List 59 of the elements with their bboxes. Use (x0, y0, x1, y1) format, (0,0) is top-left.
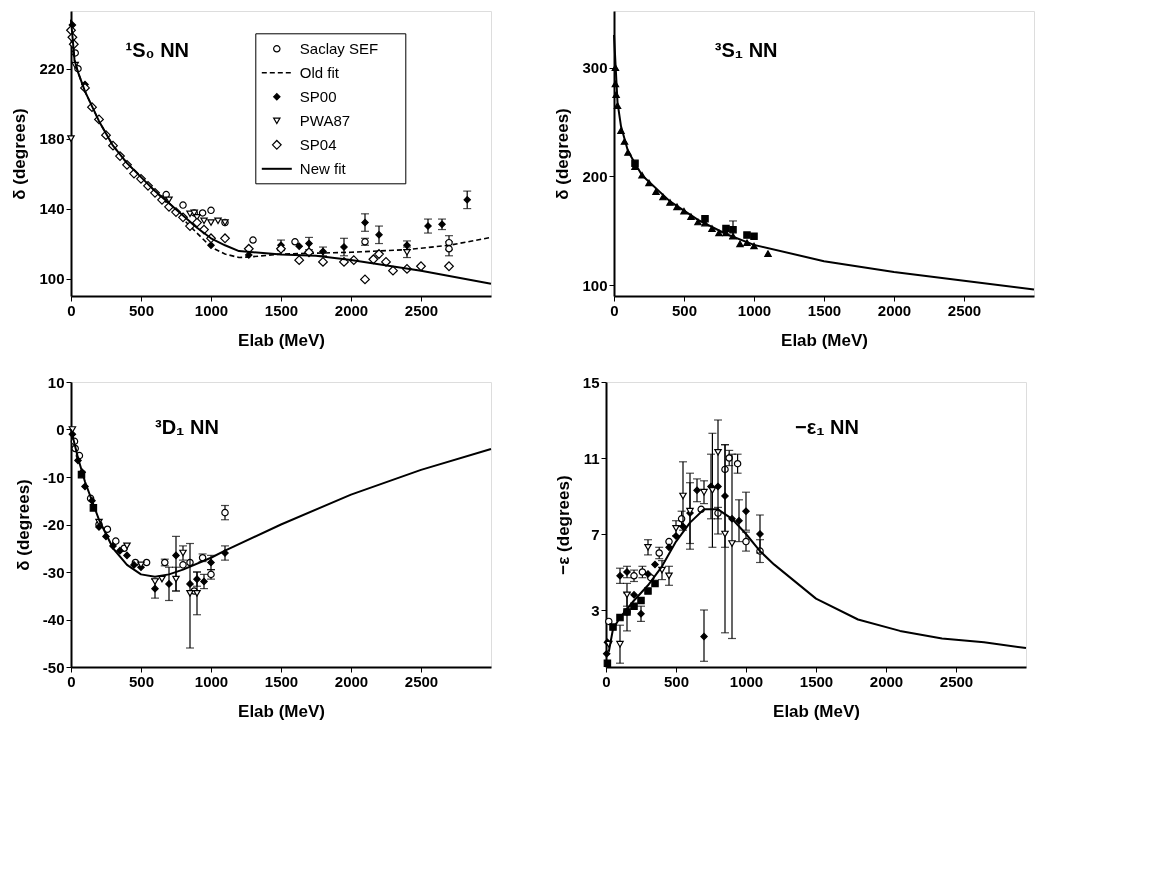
y-tick-label: 140 (39, 200, 65, 218)
y-axis-title: δ (degrees) (13, 479, 33, 571)
legend-label: SP00 (299, 87, 337, 105)
y-tick-label: 11 (583, 449, 600, 467)
x-tick-label: 1500 (264, 301, 299, 319)
x-tick-label: 1000 (729, 672, 764, 690)
legend-label: Saclay SEF (299, 39, 379, 57)
x-tick-label: 2500 (939, 672, 974, 690)
x-tick-label: 2000 (877, 301, 912, 319)
legend-label: New fit (299, 159, 347, 177)
x-tick-label: 1000 (737, 301, 772, 319)
x-tick-label: 500 (128, 301, 155, 319)
legend-label: Old fit (299, 63, 340, 81)
x-tick-label: 1500 (264, 672, 299, 690)
y-tick-label: -20 (42, 516, 65, 533)
x-tick-label: 500 (671, 301, 698, 319)
y-tick-label: -40 (42, 611, 65, 628)
y-tick-label: 180 (39, 130, 65, 148)
x-tick-label: 2500 (404, 672, 439, 690)
annotation: ¹S₀ NN (125, 38, 190, 61)
x-axis-title: Elab (MeV) (781, 330, 868, 350)
x-tick-label: 500 (128, 672, 155, 690)
x-tick-label: 2500 (947, 301, 982, 319)
y-axis-title: δ (degrees) (10, 108, 30, 200)
x-tick-label: 1000 (194, 672, 229, 690)
x-tick-label: 0 (67, 672, 76, 690)
x-tick-label: 1500 (799, 672, 834, 690)
x-axis-title: Elab (MeV) (238, 330, 325, 350)
y-tick-label: 3 (591, 601, 600, 619)
y-tick-label: -30 (42, 563, 65, 581)
x-tick-label: 500 (663, 672, 690, 690)
x-tick-label: 0 (67, 301, 76, 319)
x-tick-label: 2000 (334, 672, 369, 690)
y-tick-label: 0 (56, 421, 65, 438)
y-tick-label: 15 (582, 373, 600, 391)
y-tick-label: 100 (582, 276, 608, 294)
y-tick-label: 100 (39, 270, 65, 288)
y-tick-label: -10 (42, 468, 65, 486)
x-axis-title: Elab (MeV) (238, 701, 325, 721)
y-axis-title: δ (degrees) (553, 108, 573, 200)
annotation: ³S₁ NN (714, 38, 778, 61)
y-tick-label: 10 (47, 373, 65, 391)
y-axis-title: −ε (degrees) (553, 475, 573, 575)
annotation: ³D₁ NN (155, 415, 219, 438)
x-tick-label: 2000 (869, 672, 904, 690)
y-tick-label: -50 (42, 658, 65, 676)
annotation: −ε₁ NN (795, 415, 859, 438)
x-tick-label: 2500 (404, 301, 439, 319)
x-axis-title: Elab (MeV) (773, 701, 860, 721)
x-tick-label: 2000 (334, 301, 369, 319)
x-tick-label: 0 (610, 301, 619, 319)
x-tick-label: 1500 (807, 301, 842, 319)
y-tick-label: 200 (582, 167, 608, 185)
legend-label: SP04 (299, 135, 337, 153)
x-tick-label: 1000 (194, 301, 229, 319)
y-tick-label: 220 (39, 60, 65, 78)
y-tick-label: 300 (582, 59, 608, 77)
legend-label: PWA87 (299, 111, 351, 129)
y-tick-label: 7 (591, 525, 600, 543)
